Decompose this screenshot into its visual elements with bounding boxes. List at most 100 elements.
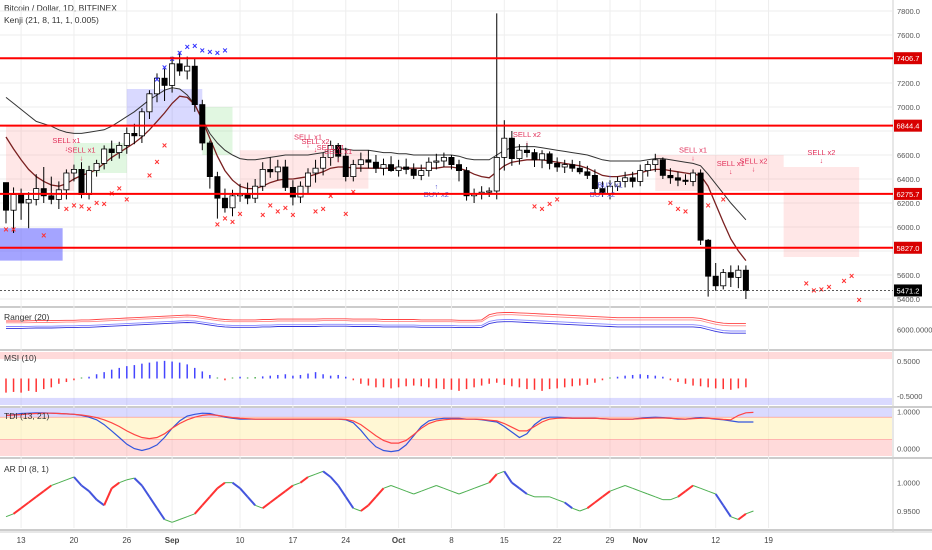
sell-x-marker: × <box>268 200 273 210</box>
last-price-text: 5471.2 <box>897 286 920 295</box>
buy-x-marker: × <box>222 46 227 56</box>
sell-x-marker: × <box>555 194 560 204</box>
ardi-segment <box>201 496 211 506</box>
ardi-segment <box>58 479 67 484</box>
candle-body-down <box>176 63 183 72</box>
sell-x-marker: × <box>86 204 91 214</box>
candle-body-down <box>410 168 417 176</box>
ardi-segment <box>35 490 45 498</box>
cloud-zone <box>783 167 860 257</box>
candle <box>372 155 379 173</box>
candle <box>652 153 659 172</box>
candle-body-up <box>501 137 508 158</box>
ardi-segment <box>360 504 370 512</box>
ardi-segment <box>329 476 339 487</box>
ardi-segment <box>496 470 505 475</box>
candle-body-down <box>282 166 289 188</box>
candle <box>169 56 176 93</box>
candle <box>221 188 228 213</box>
candle-body-up <box>320 156 327 169</box>
buy-x-marker: × <box>215 48 220 58</box>
sell-signal-label: SELL x2 <box>807 148 835 157</box>
buy-signal-arrow: ↑ <box>435 184 439 191</box>
ardi-segment <box>640 490 648 495</box>
sell-x-marker: × <box>94 198 99 208</box>
candle <box>440 152 447 167</box>
tdi-axis-tick: 1.0000 <box>897 408 920 417</box>
candle <box>637 164 644 187</box>
candle-body-up <box>184 65 191 72</box>
ardi-segment <box>390 485 399 489</box>
candle-body-down <box>546 153 553 164</box>
price-axis-tick: 6000.0 <box>897 223 920 232</box>
ardi-segment <box>269 496 279 504</box>
ardi-segment <box>684 484 694 492</box>
ardi-segment <box>284 484 294 492</box>
candle <box>3 182 9 224</box>
candle-body-down <box>289 186 296 198</box>
ardi-segment <box>518 487 528 495</box>
candle-body-up <box>297 185 304 198</box>
candle-body-up <box>433 160 440 163</box>
price-axis-tick: 7200.0 <box>897 79 920 88</box>
candle-body-up <box>63 172 70 191</box>
candle-body-up <box>93 162 100 171</box>
candle-body-down <box>199 104 206 144</box>
candle <box>335 143 342 163</box>
sell-x-marker: × <box>819 284 824 294</box>
time-axis-tick: 20 <box>69 536 78 545</box>
sell-signal-arrow: ↓ <box>80 156 84 163</box>
sell-signal-arrow: ↓ <box>820 158 824 165</box>
sell-x-marker: × <box>3 224 8 234</box>
ardi-segment <box>383 485 392 489</box>
candle-body-down <box>18 194 25 204</box>
candle-body-up <box>229 195 236 209</box>
ardi-segment <box>436 485 445 489</box>
ardi-segment <box>292 482 301 486</box>
ardi-segment <box>572 507 580 512</box>
candle-body-down <box>372 161 379 169</box>
candle-body-down <box>463 170 470 197</box>
buy-x-marker: × <box>192 41 197 51</box>
time-axis-tick: 15 <box>500 536 509 545</box>
tdi-zone <box>0 439 892 456</box>
sell-x-marker: × <box>283 203 288 213</box>
tdi-line <box>5 411 754 444</box>
sell-signal-label: SELL x1 <box>317 143 345 152</box>
ardi-segment <box>632 487 641 492</box>
candle-body-up <box>440 156 447 162</box>
cloud-zone <box>240 150 369 189</box>
candle <box>546 151 553 170</box>
sell-x-marker: × <box>64 204 69 214</box>
candle <box>697 169 704 245</box>
sell-signal-label: SELL x1 <box>67 146 95 155</box>
time-axis-tick: 10 <box>236 536 245 545</box>
buy-x-marker: × <box>162 62 167 72</box>
candle-body-up <box>350 164 357 178</box>
candle <box>425 157 432 177</box>
candle <box>712 263 719 291</box>
candle <box>410 163 417 179</box>
candle <box>629 171 636 188</box>
candle <box>191 59 198 112</box>
ranger-axis-tick: 6000.0000 <box>897 326 932 335</box>
ardi-segment <box>209 487 219 498</box>
candle <box>365 150 372 169</box>
candle-body-up <box>146 93 153 113</box>
sell-signal-arrow: ↓ <box>306 142 310 149</box>
ardi-segment <box>481 482 490 486</box>
candle-body-down <box>523 149 530 153</box>
sell-signal-label: SELL x1 <box>324 147 352 156</box>
candle <box>289 180 296 206</box>
time-axis-tick: Nov <box>633 536 649 545</box>
sell-signal-label: SELL x1 <box>294 132 322 141</box>
candle-body-down <box>388 164 395 172</box>
level-price-tag <box>894 52 922 65</box>
candle-body-up <box>25 198 32 204</box>
candle-body-down <box>629 177 636 182</box>
tdi-axis-tick: 0.0000 <box>897 445 920 454</box>
msi-axis-tick: 0.5000 <box>897 357 920 366</box>
sell-signal-arrow: ↓ <box>691 156 695 163</box>
level-price-text: 6844.4 <box>897 122 920 131</box>
